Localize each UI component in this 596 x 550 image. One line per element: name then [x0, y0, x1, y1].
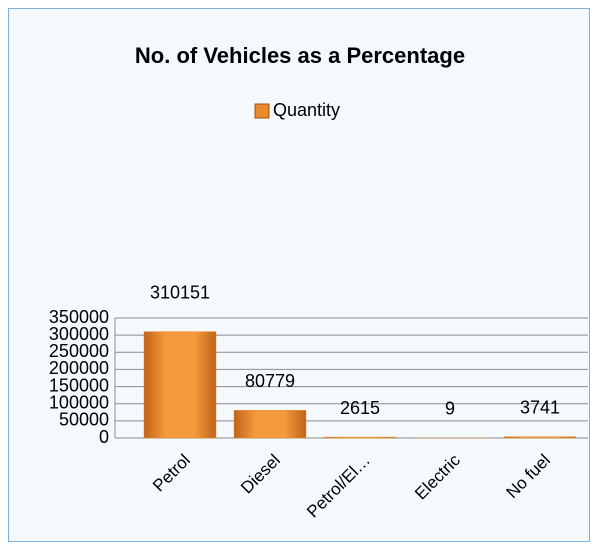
y-tick-label: 250000 [49, 341, 109, 361]
bar [143, 331, 217, 439]
legend: Quantity [254, 100, 340, 120]
bar [233, 410, 307, 439]
y-tick-label: 300000 [49, 324, 109, 344]
bar [323, 436, 397, 439]
data-label: 80779 [245, 371, 295, 391]
legend-swatch [254, 103, 270, 119]
chart-title: No. of Vehicles as a Percentage [135, 43, 465, 68]
y-tick-label: 350000 [49, 307, 109, 327]
bar [503, 436, 577, 439]
data-label: 2615 [340, 398, 380, 418]
y-tick-label: 0 [99, 427, 109, 447]
y-tick-label: 150000 [49, 375, 109, 395]
y-tick-label: 200000 [49, 358, 109, 378]
y-tick-label: 100000 [49, 392, 109, 412]
data-label: 310151 [150, 282, 210, 302]
y-tick-label: 50000 [59, 410, 109, 430]
legend-label: Quantity [273, 100, 340, 120]
data-label: 9 [445, 399, 455, 419]
chart-frame [8, 8, 590, 542]
data-label: 3741 [520, 397, 560, 417]
